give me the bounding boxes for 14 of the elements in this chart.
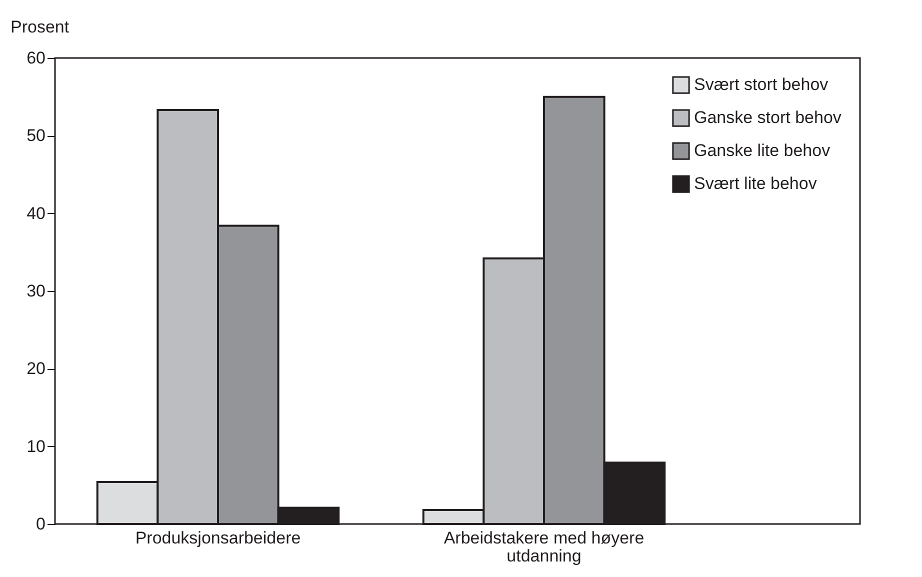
x-tick-label: Arbeidstakere med høyere utdanning: [444, 528, 644, 566]
legend-label: Ganske lite behov: [694, 141, 831, 160]
y-tick-label: 20: [26, 359, 46, 378]
y-tick-label: 40: [26, 204, 46, 223]
y-tick-label: 50: [26, 126, 46, 146]
y-tick-label: 10: [26, 436, 46, 456]
x-tick-label: Produksjonsarbeidere: [135, 528, 301, 548]
legend-label: Svært stort behov: [694, 75, 829, 94]
y-tick-label: 30: [26, 282, 46, 300]
y-tick-label: 60: [26, 48, 46, 68]
y-tick-label: 0: [36, 514, 46, 534]
y-axis-title: Prosent: [10, 18, 70, 36]
legend-label: Svært lite behov: [694, 174, 818, 193]
legend-label: Ganske stort behov: [694, 108, 842, 127]
